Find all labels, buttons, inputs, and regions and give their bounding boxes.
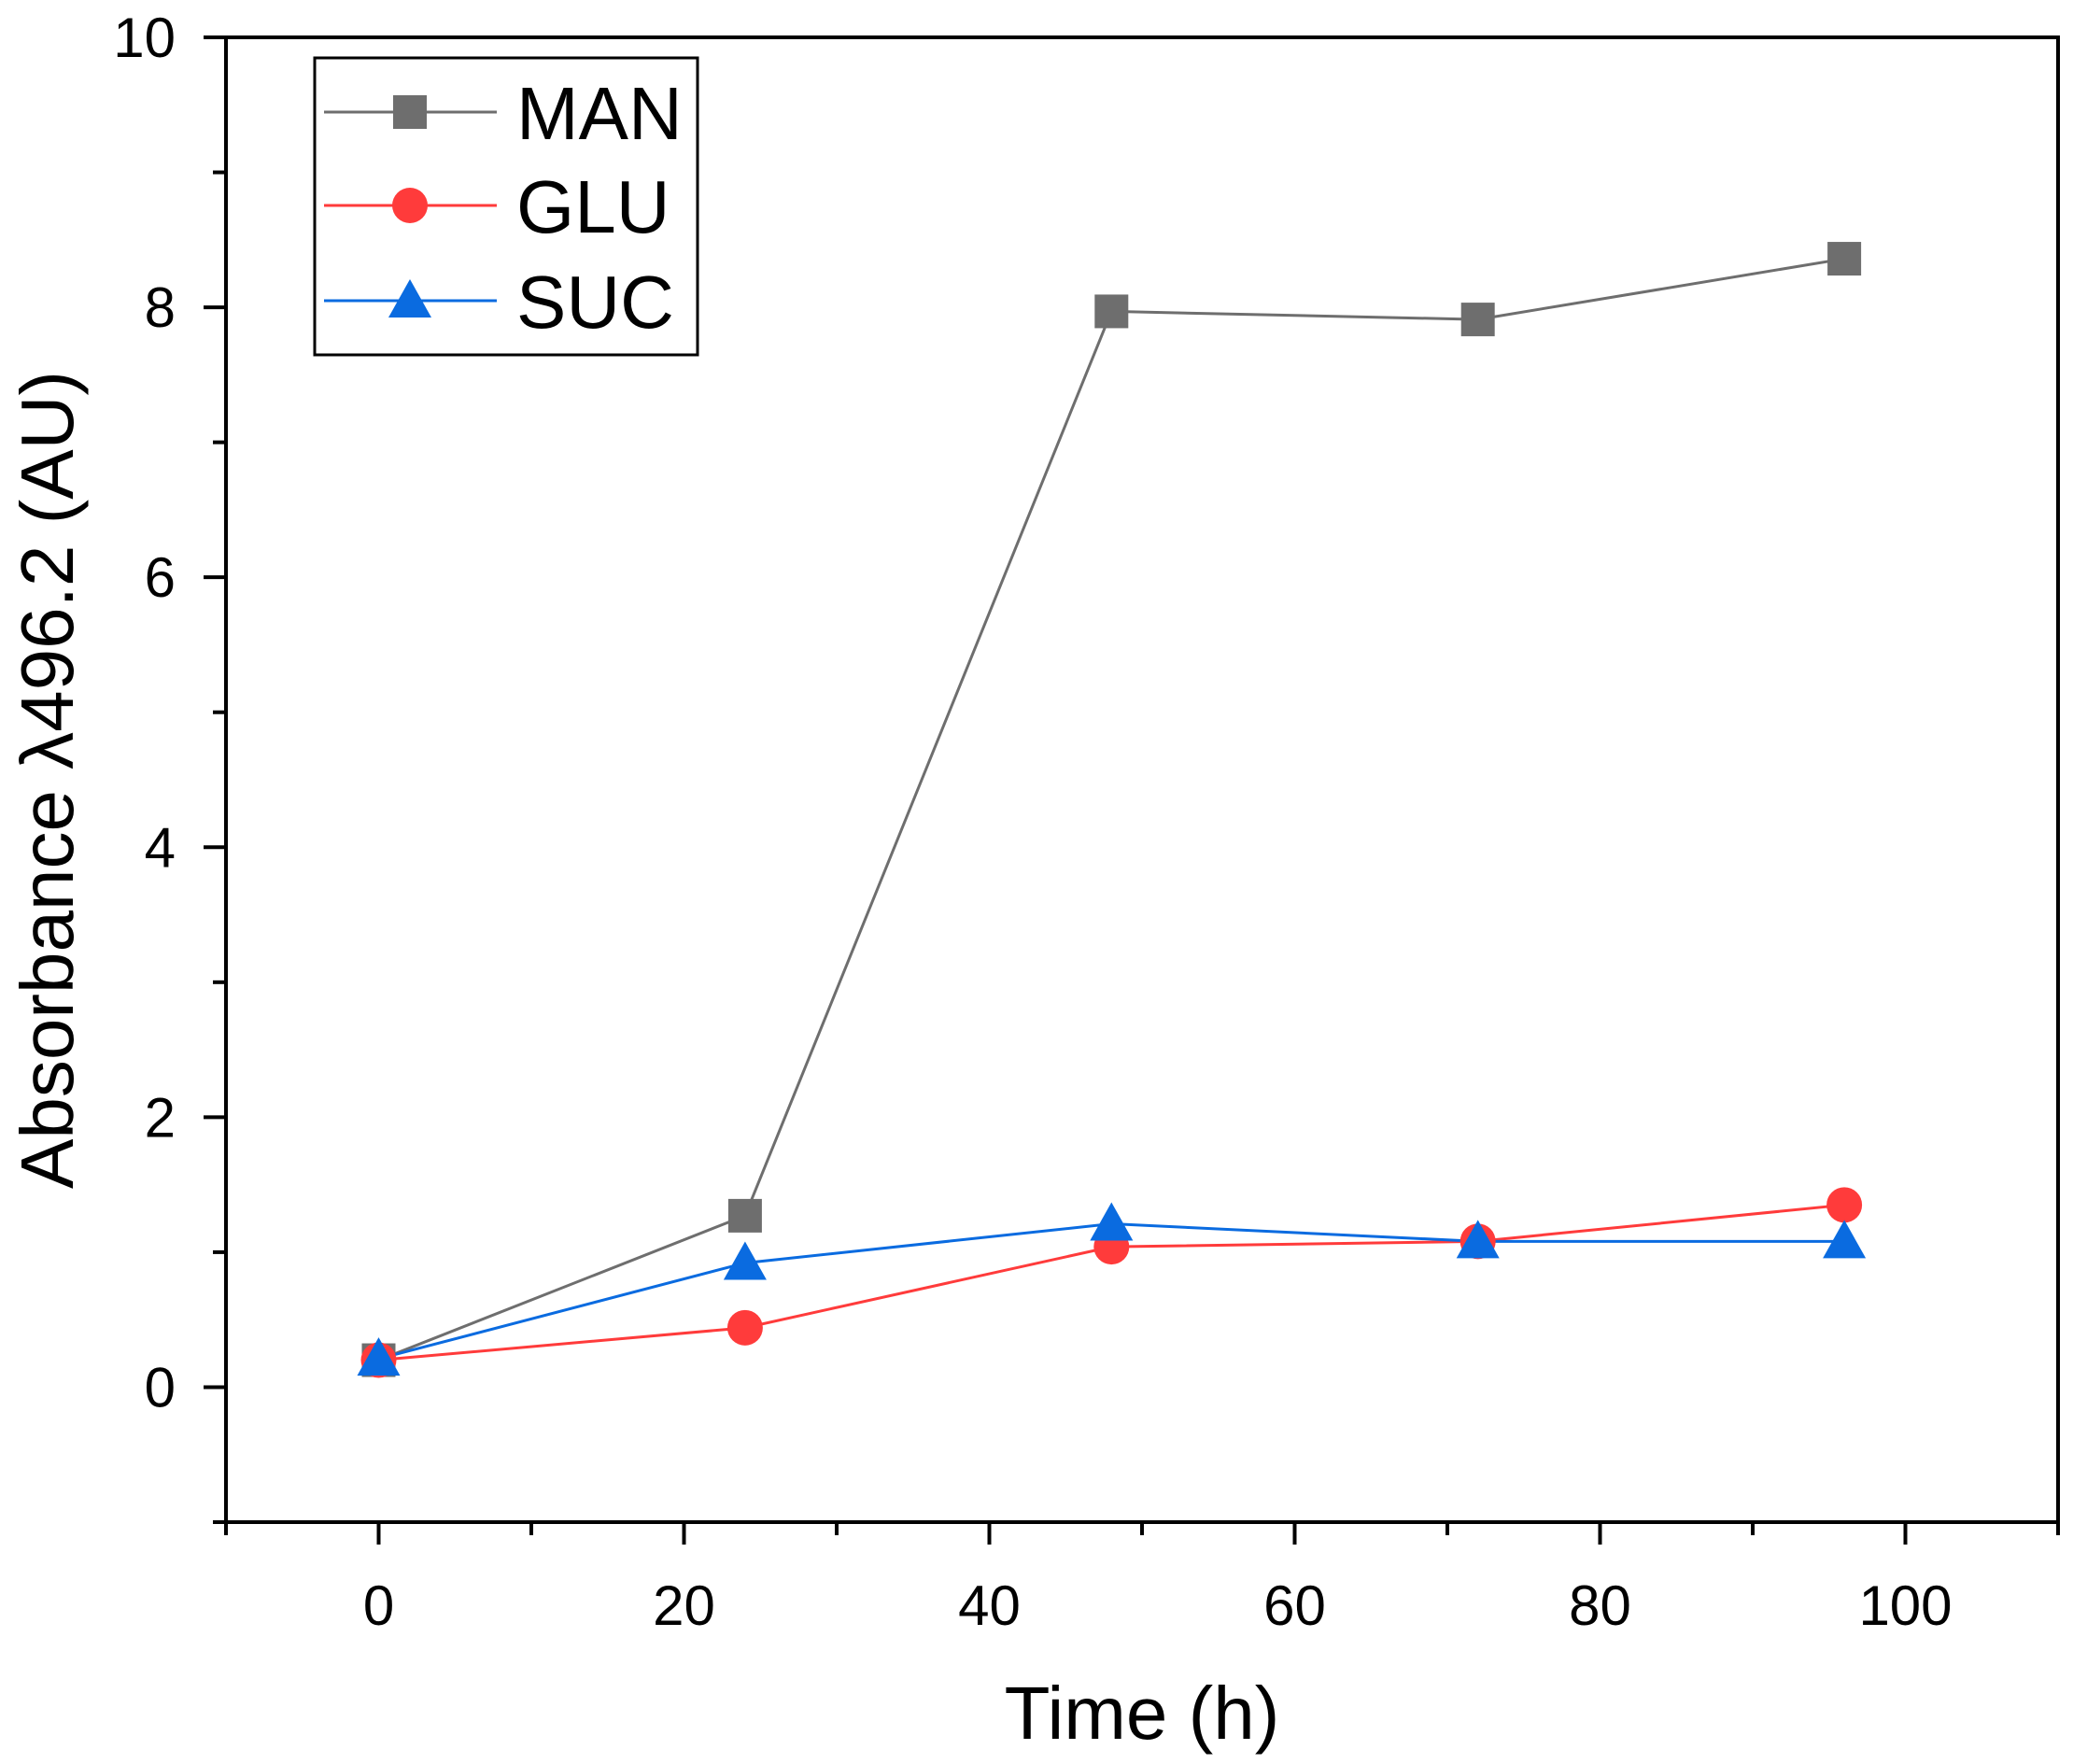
data-point-suc (357, 1337, 401, 1376)
legend-label-man: MAN (516, 72, 683, 155)
y-tick-label: 2 (145, 1086, 176, 1149)
series-line-man (377, 257, 1845, 1362)
x-tick-label: 100 (1858, 1574, 1952, 1637)
legend: MAN GLU SUC (313, 56, 699, 357)
x-tick-label: 80 (1569, 1574, 1631, 1637)
data-point-man (1827, 242, 1862, 276)
data-point-man (1094, 294, 1129, 329)
y-tick-label: 4 (145, 816, 176, 879)
y-tick-label: 6 (145, 546, 176, 609)
series-lines (377, 257, 1845, 1362)
data-point-suc (1090, 1202, 1134, 1241)
data-point-man (1460, 303, 1495, 337)
ticks: 0 20 40 60 80 100 0 2 4 6 8 10 (113, 7, 2060, 1637)
x-tick-label: 40 (958, 1574, 1021, 1637)
legend-marker-man (393, 95, 427, 129)
legend-marker-suc (388, 279, 431, 318)
data-point-glu (726, 1309, 763, 1346)
y-tick-label: 8 (145, 276, 176, 339)
legend-label-glu: GLU (516, 165, 670, 248)
legend-label-suc: SUC (516, 261, 674, 344)
legend-items: MAN GLU SUC (324, 72, 683, 344)
x-axis-title: Time (h) (1005, 1672, 1280, 1755)
x-tick-label: 0 (363, 1574, 394, 1637)
data-point-man (727, 1198, 762, 1233)
legend-marker-glu (392, 188, 428, 223)
data-point-suc (723, 1241, 767, 1280)
x-tick-label: 20 (653, 1574, 715, 1637)
y-axis-title: Absorbance λ496.2 (AU) (6, 371, 89, 1189)
y-tick-label: 10 (113, 7, 176, 69)
series-markers (357, 242, 1867, 1378)
data-point-suc (1456, 1220, 1500, 1259)
y-tick-label: 0 (145, 1356, 176, 1418)
x-tick-label: 60 (1263, 1574, 1326, 1637)
data-point-suc (1823, 1220, 1867, 1259)
data-point-glu (1826, 1187, 1863, 1223)
